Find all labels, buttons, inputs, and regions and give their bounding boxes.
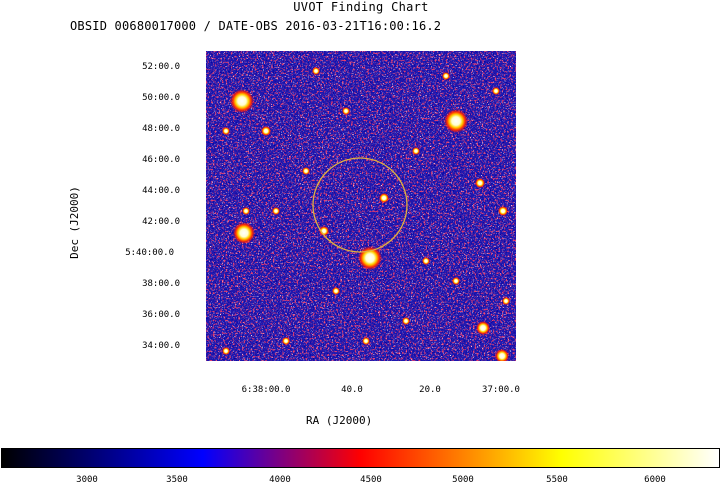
colorbar-tick-label: 3000	[76, 475, 98, 485]
bright-source	[452, 277, 460, 285]
dec-tick-label: 52:00.0	[142, 62, 180, 72]
bright-source	[476, 321, 490, 335]
colorbar-tick-label: 5500	[546, 475, 568, 485]
bright-source	[502, 297, 510, 305]
bright-source	[444, 109, 468, 133]
dec-axis-title: Dec (J2000)	[67, 186, 81, 259]
bright-source	[261, 126, 271, 136]
bright-source	[362, 337, 370, 345]
bright-source	[442, 72, 450, 80]
dec-tick-label: 44:00.0	[142, 186, 180, 196]
bright-source	[230, 89, 254, 113]
bright-source	[412, 147, 420, 155]
bright-source	[379, 193, 389, 203]
bright-source	[332, 287, 340, 295]
sky-image	[206, 51, 516, 361]
dec-tick-label: 5:40:00.0	[125, 248, 174, 258]
bright-source	[282, 337, 290, 345]
observation-subtitle: OBSID 00680017000 / DATE-OBS 2016-03-21T…	[70, 19, 442, 33]
dec-tick-label: 38:00.0	[142, 279, 180, 289]
bright-source	[302, 167, 310, 175]
ra-tick-label: 37:00.0	[482, 385, 520, 395]
ra-axis-title: RA (J2000)	[306, 414, 373, 427]
bright-source	[475, 178, 485, 188]
bright-source	[498, 206, 508, 216]
bright-source	[342, 107, 350, 115]
sky-image-svg	[206, 51, 516, 361]
dec-tick-label: 46:00.0	[142, 155, 180, 165]
bright-source	[222, 127, 230, 135]
dec-tick-label: 34:00.0	[142, 341, 180, 351]
dec-tick-label: 42:00.0	[142, 217, 180, 227]
bright-source	[422, 257, 430, 265]
colorbar-tick-label: 3500	[166, 475, 188, 485]
ra-tick-label: 6:38:00.0	[241, 385, 291, 395]
colorbar-tick-label: 5000	[452, 475, 474, 485]
bright-source	[495, 349, 509, 361]
bright-source	[272, 207, 280, 215]
chart-title: UVOT Finding Chart	[293, 0, 429, 14]
bright-source	[402, 317, 410, 325]
bright-source	[233, 222, 255, 244]
bright-source	[492, 87, 500, 95]
bright-source	[312, 67, 320, 75]
colorbar	[1, 448, 720, 468]
dec-tick-label: 48:00.0	[142, 124, 180, 134]
bright-source	[242, 207, 250, 215]
ra-tick-label: 20.0	[419, 385, 441, 395]
colorbar-tick-label: 4000	[269, 475, 291, 485]
dec-tick-label: 36:00.0	[142, 310, 180, 320]
bright-source	[358, 246, 382, 270]
bright-source	[319, 226, 329, 236]
bright-source	[222, 347, 230, 355]
colorbar-tick-label: 4500	[360, 475, 382, 485]
ra-tick-label: 40.0	[341, 385, 363, 395]
dec-tick-label: 50:00.0	[142, 93, 180, 103]
colorbar-tick-label: 6000	[644, 475, 666, 485]
